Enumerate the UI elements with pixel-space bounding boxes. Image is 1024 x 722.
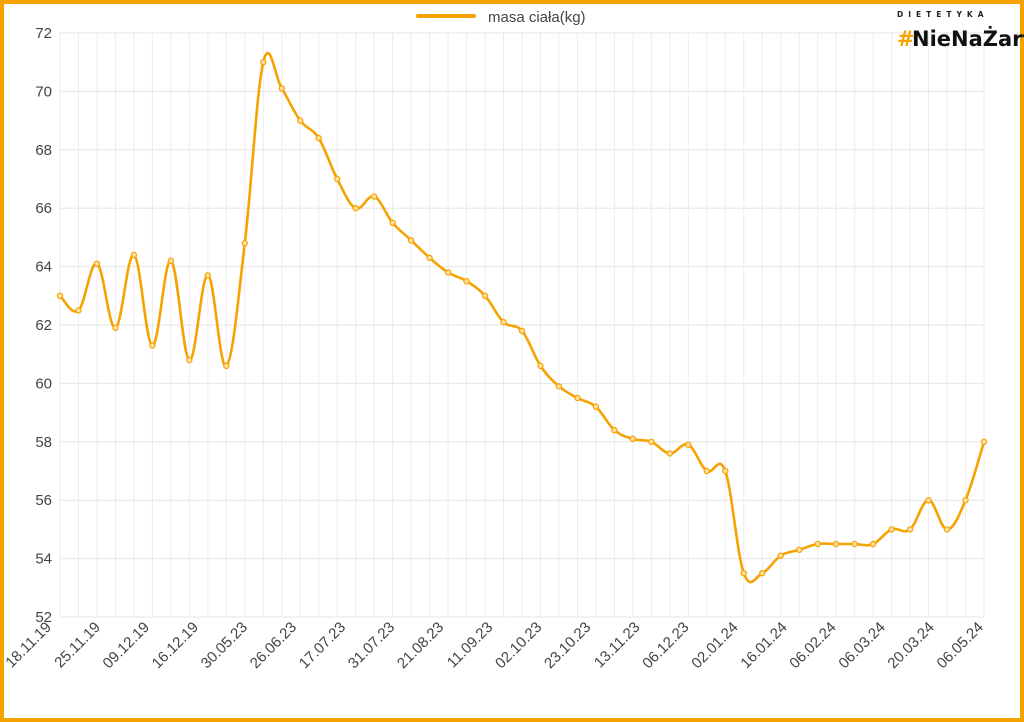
data-point xyxy=(297,117,304,124)
data-point xyxy=(980,438,988,445)
data-point xyxy=(278,85,285,92)
x-tick-label: 30.05.23 xyxy=(198,619,251,672)
data-point xyxy=(888,526,895,533)
data-point xyxy=(334,175,341,183)
data-point xyxy=(629,435,637,443)
data-point xyxy=(75,307,82,314)
data-point xyxy=(352,204,359,212)
data-point xyxy=(574,394,581,402)
data-point xyxy=(666,450,674,457)
data-point xyxy=(56,292,64,299)
data-point xyxy=(722,467,729,475)
x-tick-label: 16.01.24 xyxy=(737,619,790,672)
y-tick-label: 66 xyxy=(35,200,52,217)
x-tick-label: 17.07.23 xyxy=(296,619,349,672)
data-point xyxy=(537,362,544,370)
data-point xyxy=(370,193,378,200)
brand-tagline: DIETETYKA xyxy=(897,10,989,19)
data-point xyxy=(186,356,193,364)
grid-lines xyxy=(59,32,985,618)
data-point xyxy=(260,59,267,66)
data-point xyxy=(167,257,175,264)
x-tick-label: 25.11.19 xyxy=(51,619,104,672)
x-tick-label: 09.12.19 xyxy=(100,619,153,672)
data-point xyxy=(481,292,489,299)
data-point xyxy=(463,278,470,285)
data-point xyxy=(759,570,766,577)
data-point xyxy=(740,570,747,577)
data-point xyxy=(315,134,322,142)
x-tick-label: 21.08.23 xyxy=(394,619,447,672)
data-point xyxy=(869,540,877,548)
data-point xyxy=(703,467,711,475)
data-point xyxy=(777,552,784,559)
data-point xyxy=(426,254,433,262)
y-tick-label: 60 xyxy=(35,375,52,392)
x-tick-label: 06.05.24 xyxy=(934,619,987,672)
data-point xyxy=(925,497,932,504)
legend-label: masa ciała(kg) xyxy=(488,9,586,26)
y-tick-label: 58 xyxy=(35,434,52,451)
data-point xyxy=(518,327,526,335)
brand-name: NieNaŻarty xyxy=(912,26,1024,51)
series-layer xyxy=(56,51,988,584)
legend[interactable]: masa ciała(kg) xyxy=(416,9,586,26)
x-tick-label: 23.10.23 xyxy=(541,619,594,672)
brand-hash: # xyxy=(897,27,915,51)
x-tick-label: 16.12.19 xyxy=(149,619,202,672)
y-tick-label: 52 xyxy=(35,609,52,626)
data-point xyxy=(611,426,618,434)
data-point xyxy=(685,441,692,448)
brand-logo: DIETETYKA # NieNaŻarty xyxy=(897,10,1024,51)
x-tick-label: 11.09.23 xyxy=(444,619,497,672)
data-point xyxy=(906,526,914,533)
y-tick-label: 70 xyxy=(35,83,52,100)
data-point xyxy=(851,540,858,548)
data-point xyxy=(592,403,600,410)
data-point xyxy=(204,272,212,279)
data-point xyxy=(943,526,951,533)
data-point xyxy=(814,540,821,548)
x-tick-label: 20.03.24 xyxy=(884,619,937,672)
y-tick-label: 64 xyxy=(35,259,52,276)
x-tick-label: 06.03.24 xyxy=(835,619,888,672)
y-tick-label: 62 xyxy=(35,317,52,334)
data-point xyxy=(500,318,507,326)
data-point xyxy=(407,237,415,244)
y-tick-label: 54 xyxy=(35,551,52,568)
data-point xyxy=(223,362,230,370)
data-point xyxy=(962,497,969,504)
data-point xyxy=(149,342,156,349)
y-tick-label: 68 xyxy=(35,142,52,159)
x-tick-label: 02.01.24 xyxy=(688,619,741,672)
x-tick-label: 26.06.23 xyxy=(247,619,300,672)
x-tick-label: 06.12.23 xyxy=(639,619,692,672)
data-point xyxy=(93,260,101,267)
y-tick-label: 72 xyxy=(35,25,52,42)
y-axis-ticks: 52 54 56 58 60 62 64 66 68 70 72 xyxy=(35,25,52,626)
data-point xyxy=(832,540,840,548)
y-tick-label: 56 xyxy=(35,492,52,509)
data-point xyxy=(130,251,138,259)
x-tick-label: 02.10.23 xyxy=(492,619,545,672)
data-point xyxy=(389,219,396,226)
data-point xyxy=(796,546,803,554)
data-point xyxy=(112,324,119,332)
x-axis-ticks: 18.11.1925.11.1909.12.1916.12.1930.05.23… xyxy=(2,619,987,672)
data-point xyxy=(648,438,655,445)
data-point xyxy=(555,383,563,390)
x-tick-label: 13.11.23 xyxy=(591,619,644,672)
x-tick-label: 18.11.19 xyxy=(2,619,55,672)
x-tick-label: 31.07.23 xyxy=(345,619,398,672)
data-point xyxy=(241,240,248,247)
x-tick-label: 06.02.24 xyxy=(786,619,839,672)
data-point xyxy=(444,269,452,276)
